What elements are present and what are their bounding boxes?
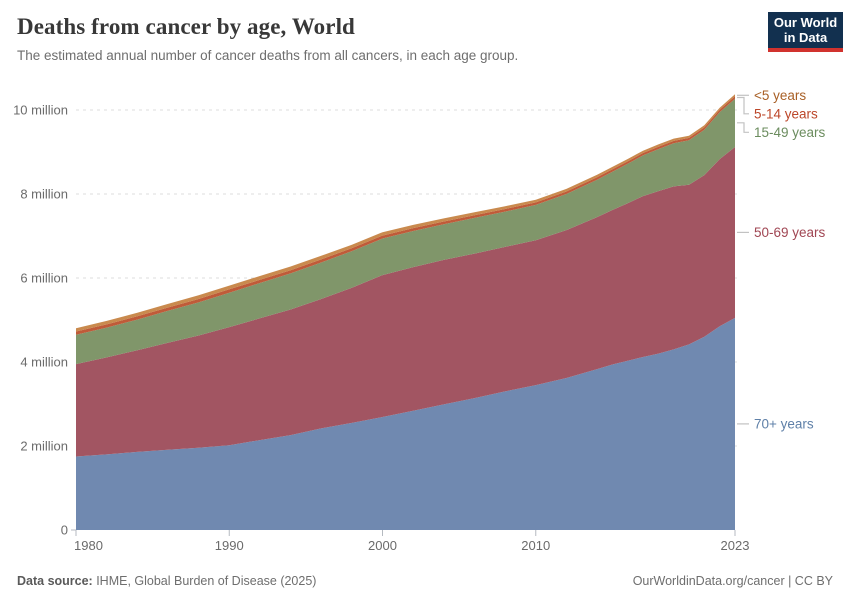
- y-axis-tick-label: 10 million: [13, 103, 68, 118]
- legend-connector-age-5-14: [737, 96, 749, 115]
- data-source-label: Data source:: [17, 574, 93, 588]
- y-axis-tick-label: 6 million: [20, 271, 68, 286]
- owid-logo[interactable]: Our World in Data: [768, 12, 843, 52]
- owid-logo-line2: in Data: [783, 30, 828, 45]
- x-axis-tick-label: 2023: [721, 538, 750, 553]
- y-axis-tick-label: 8 million: [20, 187, 68, 202]
- y-axis-tick-label: 4 million: [20, 355, 68, 370]
- stacked-area-chart[interactable]: 0 2 million 4 million 6 million 8 million 10 …: [0, 80, 850, 558]
- area-series-age-50-69[interactable]: [76, 147, 735, 457]
- owid-logo-line1: Our World: [773, 15, 838, 30]
- footer-link[interactable]: OurWorldinData.org/cancer | CC BY: [632, 574, 833, 588]
- chart-area: 0 2 million 4 million 6 million 8 million 10 …: [0, 80, 850, 558]
- legend-connector-age-15-49: [737, 122, 749, 133]
- legend-label-age-under-5[interactable]: <5 years: [754, 88, 806, 103]
- area-series-age-15-49[interactable]: [76, 98, 735, 365]
- x-axis-tick-label: 2010: [521, 538, 550, 553]
- x-axis-tick-label: 1990: [215, 538, 244, 553]
- area-series-age-70-plus[interactable]: [76, 317, 735, 530]
- y-axis-tick-label: 2 million: [20, 439, 68, 454]
- data-source: Data source: IHME, Global Burden of Dise…: [17, 574, 316, 588]
- page-subtitle: The estimated annual number of cancer de…: [17, 48, 519, 63]
- x-axis-tick-label: 2000: [368, 538, 397, 553]
- legend-label-age-70-plus[interactable]: 70+ years: [754, 416, 814, 431]
- page-title: Deaths from cancer by age, World: [17, 14, 355, 39]
- x-axis-tick-label: 1980: [74, 538, 103, 553]
- y-axis-tick-label: 0: [61, 523, 68, 538]
- legend-label-age-15-49[interactable]: 15-49 years: [754, 125, 826, 140]
- legend-label-age-50-69[interactable]: 50-69 years: [754, 225, 826, 240]
- legend-label-age-5-14[interactable]: 5-14 years: [754, 106, 818, 121]
- data-source-text: IHME, Global Burden of Disease (2025): [92, 574, 317, 588]
